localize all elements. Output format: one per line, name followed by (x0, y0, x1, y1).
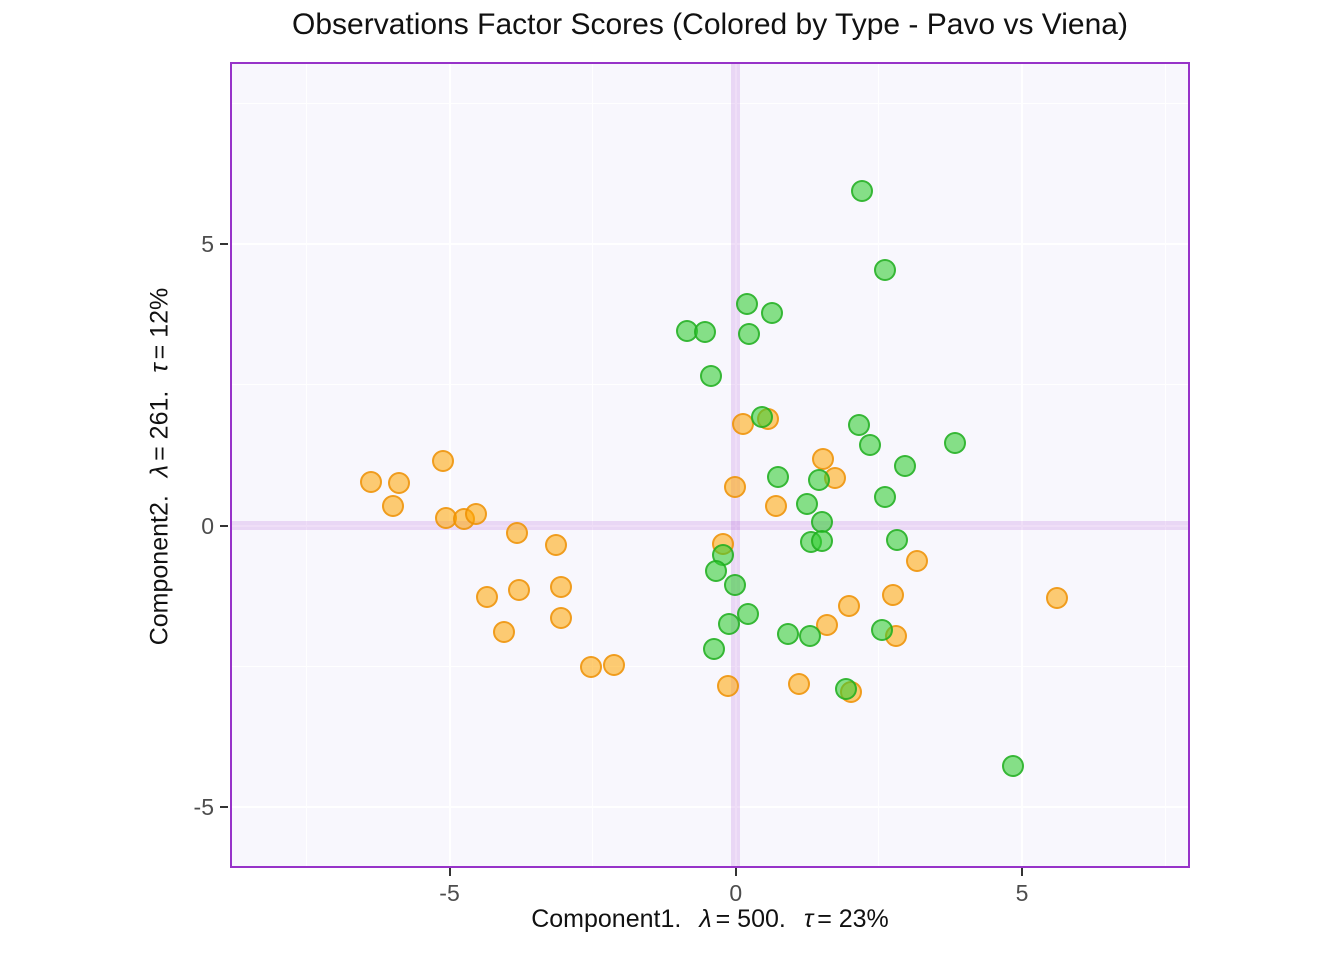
y-major-gridline (232, 243, 1188, 246)
data-point-orange-group (493, 620, 516, 643)
y-minor-gridline (232, 102, 1188, 104)
data-point-orange-group (811, 447, 834, 470)
data-point-green-group (944, 432, 966, 455)
data-point-green-group (766, 465, 789, 488)
data-point-orange-group (731, 413, 754, 436)
x-tick-mark (734, 868, 737, 876)
tau-symbol: τ (145, 363, 174, 373)
data-point-orange-group (905, 549, 928, 572)
y-tick-label: 0 (201, 512, 214, 539)
data-point-orange-group (550, 606, 573, 629)
x-tick-label: 0 (729, 880, 743, 906)
data-point-green-group (703, 637, 725, 660)
data-point-orange-group (545, 534, 567, 557)
data-point-green-group (738, 322, 761, 345)
lambda-value: = 261. (145, 390, 174, 461)
data-point-green-group (871, 619, 894, 642)
x-major-gridline (1020, 64, 1023, 866)
x-tick-mark (448, 868, 451, 876)
data-point-green-group (807, 468, 830, 491)
horizontal-zero-band (232, 521, 1188, 530)
data-point-orange-group (359, 470, 382, 493)
data-point-green-group (1001, 755, 1024, 778)
data-point-green-group (886, 529, 909, 552)
y-tick-mark (220, 243, 228, 246)
data-point-orange-group (508, 579, 531, 602)
x-tick-label: 5 (1015, 880, 1029, 906)
chart-title: Observations Factor Scores (Colored by T… (292, 8, 1128, 41)
data-point-green-group (777, 623, 800, 646)
x-axis-label: Component1. λ = 500. τ = 23% (230, 905, 1190, 934)
data-point-orange-group (788, 673, 811, 696)
data-point-orange-group (723, 475, 746, 498)
x-major-gridline (734, 64, 737, 866)
data-point-green-group (717, 612, 740, 635)
lambda-value: = 500. (715, 905, 786, 933)
data-point-green-group (894, 455, 917, 478)
y-axis-label: Component2.λ= 261.τ= 12% (146, 64, 175, 870)
data-point-green-group (834, 677, 857, 700)
x-minor-gridline (592, 64, 594, 866)
data-point-orange-group (716, 675, 739, 698)
tau-value: = 12% (145, 287, 174, 360)
y-tick-label: -5 (193, 793, 214, 820)
x-tick-label: -5 (439, 880, 460, 906)
data-point-orange-group (1045, 587, 1068, 610)
data-point-orange-group (881, 584, 904, 607)
data-point-green-group (848, 414, 871, 437)
tau-symbol: τ (803, 905, 814, 933)
data-point-orange-group (387, 471, 410, 494)
x-minor-gridline (305, 64, 307, 866)
data-point-green-group (750, 406, 773, 429)
data-point-green-group (811, 529, 834, 552)
y-tick-label: 5 (201, 231, 214, 258)
data-point-orange-group (603, 653, 626, 676)
data-point-green-group (699, 365, 722, 388)
plot-panel (230, 62, 1190, 868)
data-point-green-group (851, 179, 874, 202)
data-point-orange-group (465, 502, 488, 525)
data-point-orange-group (837, 594, 860, 617)
data-point-green-group (693, 321, 716, 344)
data-point-green-group (795, 493, 818, 516)
data-point-green-group (874, 485, 897, 508)
lambda-symbol: λ (145, 464, 174, 478)
data-point-green-group (761, 301, 784, 324)
data-point-green-group (874, 258, 897, 281)
y-major-gridline (232, 805, 1188, 808)
x-minor-gridline (878, 64, 880, 866)
data-point-orange-group (382, 495, 405, 518)
data-point-green-group (723, 574, 746, 597)
y-minor-gridline (232, 665, 1188, 667)
data-point-green-group (798, 624, 821, 647)
data-point-orange-group (550, 576, 573, 599)
y-tick-mark (220, 805, 228, 808)
data-point-green-group (704, 560, 727, 583)
data-point-orange-group (579, 655, 602, 678)
tau-value: = 23% (817, 905, 889, 933)
data-point-orange-group (476, 585, 499, 608)
data-point-orange-group (764, 494, 787, 517)
data-point-green-group (736, 602, 759, 625)
y-tick-mark (220, 524, 228, 527)
x-axis-name: Component1. (531, 905, 682, 933)
data-point-orange-group (505, 522, 528, 545)
x-minor-gridline (1164, 64, 1166, 866)
data-point-orange-group (431, 449, 454, 472)
data-point-green-group (735, 292, 758, 315)
x-tick-mark (1020, 868, 1023, 876)
y-major-gridline (232, 524, 1188, 527)
data-point-green-group (859, 434, 882, 457)
data-point-orange-group (815, 614, 838, 637)
lambda-symbol: λ (699, 905, 712, 933)
vertical-zero-band (731, 64, 741, 866)
